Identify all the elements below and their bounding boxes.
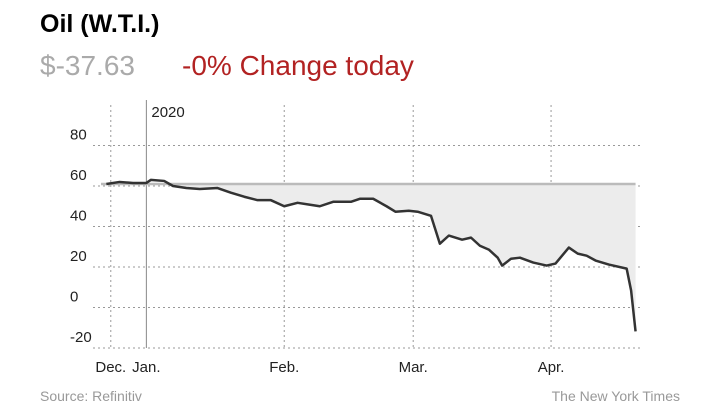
source: Source: Refinitiv (40, 388, 142, 404)
x-tick-label: Mar. (399, 359, 428, 376)
x-tick-label: Feb. (269, 359, 299, 376)
x-tick-label: Apr. (538, 359, 565, 376)
y-tick-label: 40 (70, 208, 87, 225)
credit: The New York Times (552, 388, 680, 404)
y-tick-label: 60 (70, 167, 87, 184)
below-reference-area (106, 183, 636, 332)
x-tick-label: Jan. (132, 359, 160, 376)
y-tick-label: 0 (70, 289, 78, 306)
x-tick-label: Dec. (95, 359, 126, 376)
price-line (106, 178, 637, 332)
y-tick-label: 20 (70, 248, 87, 265)
y-tick-label: 80 (70, 127, 87, 144)
chart-title: Oil (W.T.I.) (40, 10, 159, 38)
annotation: 2020 (151, 104, 184, 121)
change: -0% Change today (182, 50, 414, 81)
price: $-37.63 (40, 50, 135, 81)
y-tick-label: -20 (70, 329, 92, 346)
